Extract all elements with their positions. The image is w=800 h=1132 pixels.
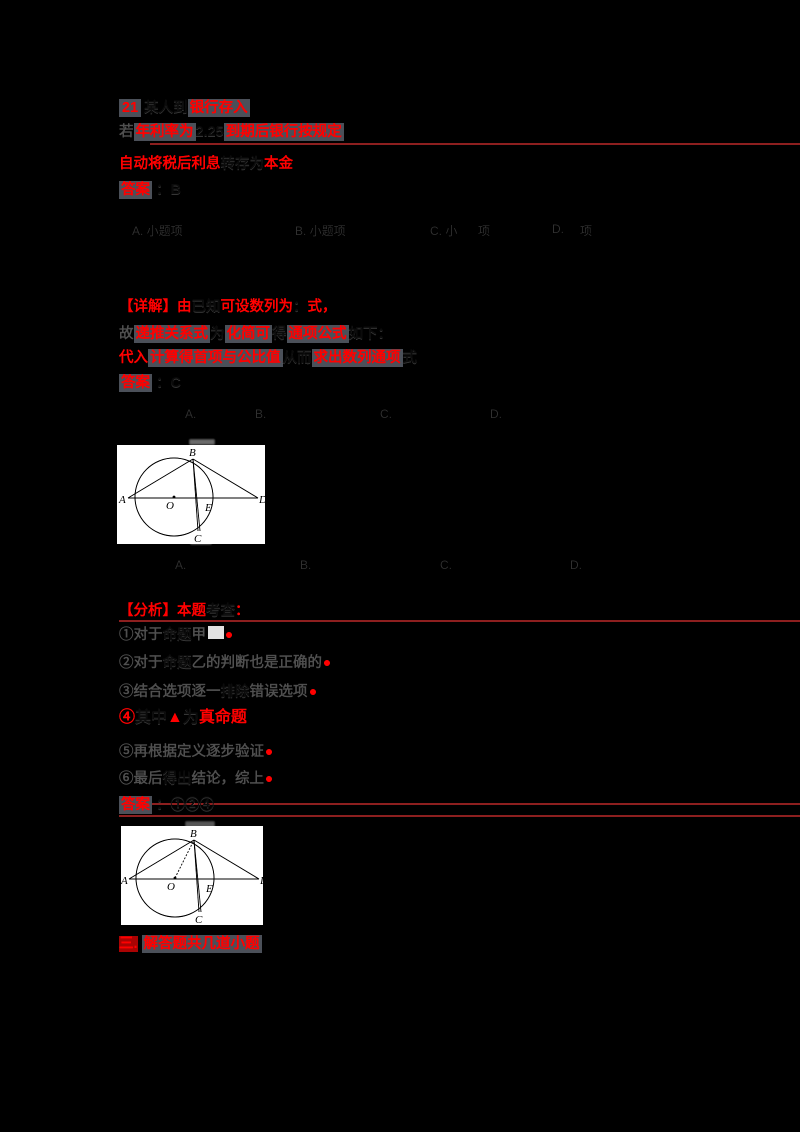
svg-text:D: D [258, 494, 265, 506]
svg-text:E: E [205, 883, 213, 895]
svg-text:A: A [118, 494, 126, 506]
svg-text:A: A [121, 875, 128, 887]
svg-text:E: E [204, 502, 212, 514]
svg-text:D: D [259, 875, 263, 887]
svg-text:O: O [167, 881, 175, 893]
svg-text:C: C [194, 533, 202, 544]
svg-text:B: B [189, 447, 196, 459]
svg-text:B: B [190, 828, 197, 840]
svg-text:O: O [166, 500, 174, 512]
svg-text:C: C [195, 914, 203, 925]
